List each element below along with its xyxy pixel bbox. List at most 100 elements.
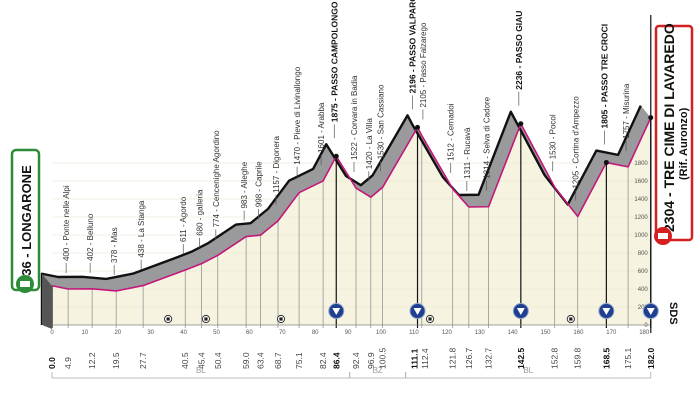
km-label: 19.5 xyxy=(111,352,121,369)
km-label: 132.7 xyxy=(484,347,494,369)
x-tick-label: 40 xyxy=(180,330,187,336)
tunnel-icon-inner xyxy=(166,317,170,321)
point-label: 1530 - San Cassiano xyxy=(377,84,386,159)
climb-marker-arrow xyxy=(332,308,341,315)
km-label: 96.9 xyxy=(366,352,376,369)
x-tick-label: 150 xyxy=(540,330,551,336)
summit-dot xyxy=(603,160,609,166)
finish-label: 2304 - TRE CIME DI LAVAREDO xyxy=(661,23,677,232)
tunnel-icon-inner xyxy=(569,317,573,321)
point-label: 1757 - Misurina xyxy=(622,83,631,139)
profile-band xyxy=(42,105,651,291)
x-tick-label: 140 xyxy=(508,330,519,336)
x-tick-label: 160 xyxy=(573,330,584,336)
km-label: 100.5 xyxy=(378,347,388,369)
km-label: 50.4 xyxy=(213,352,223,369)
province-brackets: BL BZ BL xyxy=(51,366,652,379)
km-label: 75.1 xyxy=(294,352,304,369)
finish-sublabel: (Rif. Auronzo) xyxy=(678,107,690,180)
x-tick-label: 20 xyxy=(114,330,121,336)
x-tick-label: 100 xyxy=(376,330,387,336)
point-label: 1530 - Pocol xyxy=(549,114,558,159)
start-edge xyxy=(42,273,52,329)
km-label: 159.8 xyxy=(573,347,583,369)
y-tick-label: 200 xyxy=(638,305,649,311)
point-label: 378 - Mas xyxy=(110,227,119,263)
point-label: 2105 - Passo Falzarego xyxy=(419,22,428,107)
point-label: 1420 - La Villa xyxy=(365,118,374,170)
x-tick-label: 170 xyxy=(606,330,617,336)
province-label: BZ xyxy=(373,366,383,375)
km-label: 12.2 xyxy=(87,352,97,369)
km-label: 45.4 xyxy=(196,352,206,369)
km-label: 0.0 xyxy=(47,357,57,369)
x-tick-label: 180 xyxy=(639,330,650,336)
summit-dot xyxy=(415,124,421,130)
km-label: 59.0 xyxy=(241,352,251,369)
x-tick-label: 90 xyxy=(345,330,352,336)
x-tick-label: 30 xyxy=(147,330,154,336)
point-label: 1157 - Digonera xyxy=(272,136,281,193)
km-label: 142.5 xyxy=(516,347,526,369)
province-label: BL xyxy=(523,366,533,375)
km-label: 152.8 xyxy=(550,347,560,369)
point-label: 1311 - Rucavà xyxy=(463,127,472,179)
km-label: 182.0 xyxy=(646,347,656,369)
point-label: 438 - La Stanga xyxy=(137,200,146,257)
point-label: 611 - Agordo xyxy=(179,196,188,242)
y-tick-label: 1000 xyxy=(634,233,648,239)
km-label: 92.4 xyxy=(351,352,361,369)
km-label: 86.4 xyxy=(331,352,341,369)
point-label: 402 - Belluno xyxy=(86,213,95,261)
point-label: 2236 - PASSO GIAU xyxy=(514,11,524,90)
markers xyxy=(164,303,659,324)
km-label: 27.7 xyxy=(138,352,148,369)
x-tick-label: 50 xyxy=(213,330,220,336)
point-label: 1522 - Corvara in Badia xyxy=(350,75,359,160)
climb-marker-arrow xyxy=(516,308,525,315)
point-label: 2196 - PASSO VALPAROLA xyxy=(407,0,417,93)
point-label: 1875 - PASSO CAMPOLONGO xyxy=(329,1,339,122)
start-badge: 436 - LONGARONE xyxy=(10,148,41,293)
climb-marker-arrow xyxy=(646,308,655,315)
climb-marker-arrow xyxy=(602,308,611,315)
km-label: 168.5 xyxy=(601,347,611,369)
ridge-line xyxy=(40,105,642,325)
summit-dot xyxy=(333,153,339,159)
profile-line xyxy=(51,117,652,292)
y-tick-label: 1200 xyxy=(634,215,648,221)
finish-badge: 2304 - TRE CIME DI LAVAREDO (Rif. Auronz… xyxy=(654,23,694,245)
elevation-profile xyxy=(40,105,652,329)
km-label: 4.9 xyxy=(63,357,73,369)
point-label: 400 - Ponte nelle Alpi xyxy=(62,185,71,261)
x-axis: 0 10 20 30 40 50 60 70 80 90 100 110 120 130 140 150 160… xyxy=(47,15,656,369)
km-leader-lines xyxy=(51,117,652,328)
y-tick-label: 400 xyxy=(638,287,649,293)
km-label: 175.1 xyxy=(623,347,633,369)
point-label: 998 - Caprile xyxy=(255,161,264,207)
km-label: 63.4 xyxy=(256,352,266,369)
y-tick-label: 1800 xyxy=(634,161,648,167)
x-tick-label: 130 xyxy=(475,330,486,336)
km-label: 40.5 xyxy=(180,352,190,369)
tunnel-icon-inner xyxy=(204,317,208,321)
km-label: 121.8 xyxy=(448,347,458,369)
start-label: 436 - LONGARONE xyxy=(19,165,34,283)
point-label: 1314 - Selva di Cadore xyxy=(483,96,492,178)
km-label: 82.4 xyxy=(318,352,328,369)
sds-logo: SDS xyxy=(667,302,679,325)
point-label: 680 - galleria xyxy=(195,189,204,236)
tunnel-icon-inner xyxy=(428,317,432,321)
x-tick-label: 120 xyxy=(442,330,453,336)
x-tick-label: 110 xyxy=(409,330,419,336)
point-label: 1512 - Cernadoi xyxy=(447,103,456,161)
point-labels: 400 - Ponte nelle Alpi 402 - Belluno 378 -… xyxy=(62,0,654,275)
tunnel-icon-inner xyxy=(279,317,283,321)
x-tick-label: 80 xyxy=(312,330,319,336)
y-tick-label: 600 xyxy=(638,269,649,275)
y-tick-label: 1400 xyxy=(634,197,648,203)
y-tick-label: 800 xyxy=(638,251,649,257)
point-label: 774 - Cencenighe Agordino xyxy=(212,130,221,228)
climb-marker-arrow xyxy=(413,308,422,315)
point-label: 983 - Alleghe xyxy=(240,161,249,208)
